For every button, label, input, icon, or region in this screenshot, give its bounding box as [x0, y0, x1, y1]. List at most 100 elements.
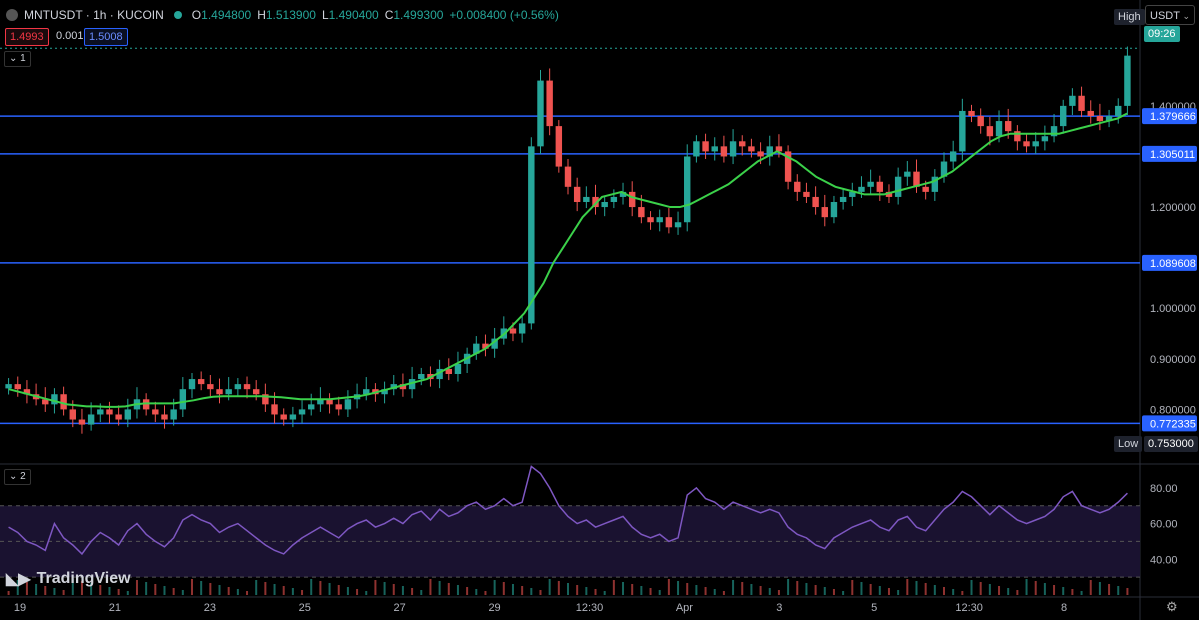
- volume-bar: [1108, 584, 1111, 595]
- price-tick-label: 0.900000: [1150, 354, 1196, 366]
- time-tick-label: 23: [204, 602, 216, 614]
- tradingview-logo[interactable]: ◣▶ TradingView: [6, 569, 131, 589]
- candle-body: [931, 176, 939, 192]
- rsi-tick-label: 60.00: [1150, 519, 1178, 531]
- volume-bar: [301, 590, 304, 595]
- level-price-tag: [1142, 254, 1197, 271]
- volume-bar: [447, 583, 450, 595]
- volume-bar: [704, 587, 707, 595]
- candle-body: [1124, 55, 1131, 106]
- volume-bar: [823, 587, 826, 595]
- candle-body: [684, 156, 691, 223]
- volume-bar: [842, 591, 845, 595]
- volume-bar: [915, 581, 918, 595]
- volume-bar: [851, 580, 854, 595]
- volume-bar: [933, 585, 936, 595]
- sell-button[interactable]: 1.4993: [5, 28, 49, 46]
- volume-bar: [374, 580, 377, 595]
- candle-body: [739, 141, 746, 147]
- volume-bar: [622, 582, 625, 595]
- symbol-title[interactable]: MNTUSDT · 1h · KUCOIN: [24, 8, 164, 22]
- time-tick-label: 8: [1061, 602, 1067, 614]
- candle-body: [766, 146, 773, 157]
- candle-body: [97, 409, 104, 415]
- volume-bar: [585, 587, 588, 595]
- volume-bar: [456, 585, 459, 595]
- candle-body: [482, 343, 489, 349]
- candle-body: [418, 374, 425, 380]
- rsi-pane-toggle[interactable]: ⌄ 2: [4, 469, 31, 485]
- candle-body: [564, 166, 572, 187]
- volume-bar: [897, 590, 900, 595]
- time-tick-label: 12:30: [576, 602, 604, 614]
- candle-body: [1105, 116, 1113, 122]
- volume-bar: [567, 583, 569, 595]
- volume-bar: [236, 589, 239, 595]
- candle-body: [1050, 126, 1058, 137]
- volume-bar: [145, 582, 148, 595]
- countdown-label: 09:26: [1144, 26, 1180, 42]
- candle-body: [904, 171, 911, 177]
- candle-body: [115, 414, 122, 420]
- volume-bar: [264, 582, 267, 595]
- currency-label: USDT: [1150, 10, 1180, 22]
- candle-body: [647, 217, 654, 223]
- main-pane-toggle[interactable]: ⌄ 1: [4, 51, 31, 67]
- candle-body: [573, 186, 581, 202]
- volume-bar: [420, 590, 423, 595]
- candle-body: [656, 217, 663, 223]
- time-tick-label: 5: [871, 602, 877, 614]
- gear-icon[interactable]: ⚙: [1166, 599, 1178, 614]
- low-label: L: [321, 8, 329, 22]
- candle-body: [1115, 105, 1122, 116]
- volume-bar: [924, 583, 927, 595]
- candle-body: [381, 389, 388, 395]
- volume-bar: [1098, 582, 1101, 595]
- buy-button[interactable]: 1.5008: [84, 28, 128, 46]
- candle-body: [280, 414, 287, 420]
- candle-body: [665, 217, 673, 228]
- candle-body: [262, 394, 269, 405]
- candle-body: [436, 368, 443, 380]
- candle-body: [289, 414, 297, 420]
- volume-bar: [401, 586, 404, 595]
- time-tick-label: 3: [776, 602, 782, 614]
- volume-bar: [603, 591, 606, 595]
- candle-body: [601, 202, 608, 208]
- candle-body: [619, 191, 627, 197]
- volume-bar: [117, 589, 120, 595]
- volume-bar: [191, 579, 193, 595]
- volume-bar: [71, 579, 74, 595]
- volume-bar: [768, 588, 771, 595]
- candle-body: [1078, 95, 1085, 111]
- volume-bar: [44, 586, 47, 595]
- candle-body: [922, 186, 929, 192]
- candle-body: [949, 151, 957, 162]
- candle-body: [867, 181, 874, 187]
- volume-bar: [181, 590, 184, 595]
- volume-bar: [667, 579, 670, 595]
- volume-bar: [943, 587, 945, 595]
- candle-body: [87, 414, 95, 425]
- volume-bar: [814, 585, 817, 595]
- volume-bar: [1016, 590, 1019, 595]
- candle-body: [876, 181, 884, 192]
- candle-body: [968, 110, 975, 116]
- candle-body: [555, 126, 563, 167]
- close-value: 1.499300: [393, 8, 444, 22]
- volume-bar: [521, 586, 524, 595]
- level-price-tag: [1142, 108, 1197, 125]
- candle-body: [977, 116, 984, 127]
- candle-body: [894, 176, 902, 197]
- volume-bar: [346, 587, 349, 595]
- currency-select[interactable]: USDT ⌄: [1145, 5, 1195, 25]
- volume-bar: [25, 582, 28, 595]
- candle-body: [885, 191, 893, 197]
- candle-body: [1069, 95, 1076, 106]
- candle-body: [711, 146, 718, 152]
- volume-bar: [869, 584, 872, 595]
- candle-body: [197, 379, 205, 385]
- candle-body: [546, 80, 553, 127]
- candle-body: [1023, 141, 1030, 147]
